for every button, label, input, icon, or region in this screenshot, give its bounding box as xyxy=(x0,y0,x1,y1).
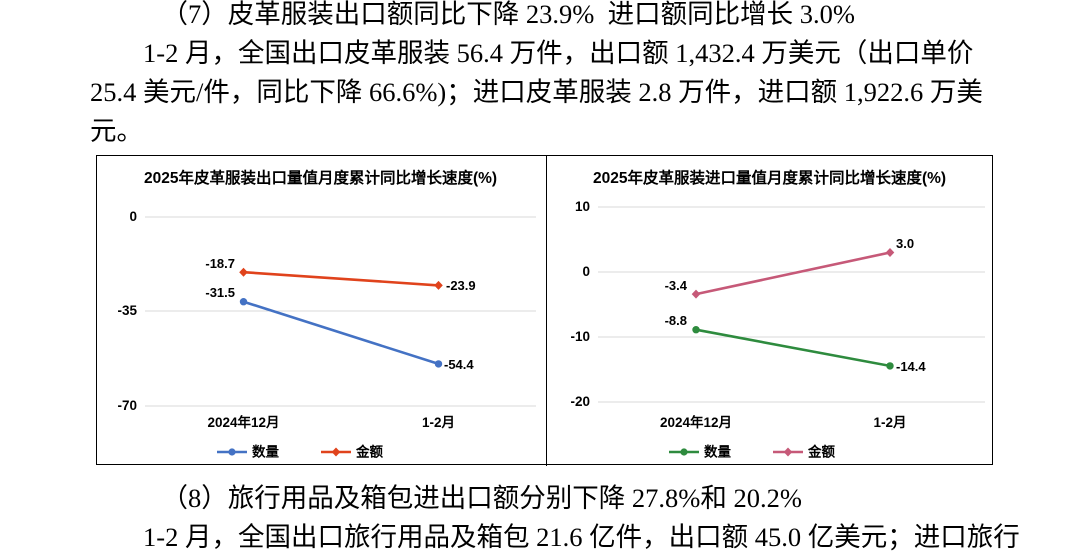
svg-text:数量: 数量 xyxy=(704,444,732,460)
svg-text:-14.4: -14.4 xyxy=(896,359,926,374)
svg-text:-23.9: -23.9 xyxy=(446,278,476,293)
svg-text:-8.8: -8.8 xyxy=(665,313,687,328)
svg-text:-18.7: -18.7 xyxy=(205,256,235,271)
svg-text:-70: -70 xyxy=(117,398,137,413)
svg-text:-20: -20 xyxy=(570,394,590,409)
svg-text:金额: 金额 xyxy=(807,444,836,460)
svg-text:1-2月: 1-2月 xyxy=(873,415,906,430)
svg-text:-3.4: -3.4 xyxy=(665,278,688,293)
svg-text:-35: -35 xyxy=(117,303,137,318)
svg-text:2024年12月: 2024年12月 xyxy=(207,414,279,430)
svg-text:3.0: 3.0 xyxy=(896,236,914,251)
svg-text:数量: 数量 xyxy=(252,444,279,460)
svg-text:-10: -10 xyxy=(570,329,590,344)
svg-text:0: 0 xyxy=(129,209,137,224)
svg-text:-54.4: -54.4 xyxy=(444,357,474,372)
svg-text:10: 10 xyxy=(575,199,590,214)
svg-text:金额: 金额 xyxy=(355,444,383,460)
svg-text:-31.5: -31.5 xyxy=(205,285,235,300)
svg-text:2024年12月: 2024年12月 xyxy=(660,414,732,430)
svg-text:1-2月: 1-2月 xyxy=(422,415,455,430)
svg-text:0: 0 xyxy=(582,264,590,279)
